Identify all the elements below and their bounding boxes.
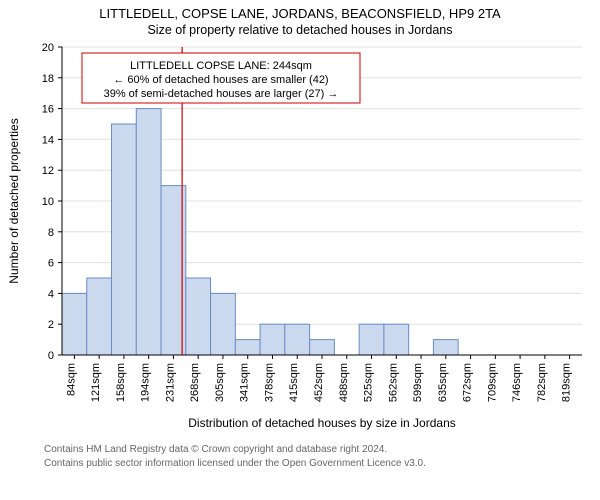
- page-subtitle: Size of property relative to detached ho…: [0, 23, 600, 37]
- y-tick-label: 12: [42, 165, 54, 177]
- x-tick-label: 599sqm: [412, 363, 424, 402]
- y-tick-label: 2: [48, 319, 54, 331]
- x-tick-label: 231sqm: [164, 363, 176, 402]
- x-tick-label: 452sqm: [313, 363, 325, 402]
- y-tick-label: 0: [48, 350, 54, 362]
- y-tick-label: 20: [42, 42, 54, 54]
- y-tick-label: 14: [42, 134, 54, 146]
- callout-line: 39% of semi-detached houses are larger (…: [104, 88, 339, 100]
- histogram-bar: [359, 324, 384, 355]
- histogram-bar: [433, 340, 458, 355]
- y-tick-label: 16: [42, 104, 54, 116]
- x-tick-label: 746sqm: [511, 363, 523, 402]
- x-tick-label: 378sqm: [263, 363, 275, 402]
- histogram-bar: [384, 324, 409, 355]
- histogram-bar: [310, 340, 335, 355]
- page-title: LITTLEDELL, COPSE LANE, JORDANS, BEACONS…: [0, 6, 600, 21]
- x-tick-label: 525sqm: [363, 363, 375, 402]
- x-tick-label: 488sqm: [338, 363, 350, 402]
- y-tick-label: 18: [42, 73, 54, 85]
- histogram-bar: [211, 293, 236, 355]
- x-tick-label: 268sqm: [189, 363, 201, 402]
- x-tick-label: 415sqm: [288, 363, 300, 402]
- x-tick-label: 782sqm: [536, 363, 548, 402]
- x-tick-label: 158sqm: [115, 363, 127, 402]
- x-tick-label: 305sqm: [214, 363, 226, 402]
- histogram-bar: [87, 278, 112, 355]
- histogram-bar: [260, 324, 285, 355]
- x-tick-label: 819sqm: [561, 363, 573, 402]
- histogram-bar: [235, 340, 260, 355]
- x-tick-label: 635sqm: [437, 363, 449, 402]
- y-tick-label: 8: [48, 227, 54, 239]
- x-tick-label: 121sqm: [90, 363, 102, 402]
- histogram-bar: [112, 124, 137, 355]
- y-tick-label: 10: [42, 196, 54, 208]
- footer-line-1: Contains HM Land Registry data © Crown c…: [44, 443, 600, 457]
- callout-line: ← 60% of detached houses are smaller (42…: [113, 74, 328, 86]
- x-tick-label: 341sqm: [239, 363, 251, 402]
- x-tick-label: 194sqm: [140, 363, 152, 402]
- footer-attribution: Contains HM Land Registry data © Crown c…: [0, 437, 600, 470]
- histogram-bar: [62, 293, 87, 355]
- histogram-chart: 0 2 4 6 8 10 12 14 16 18 20 84sqm 121sqm 158sqm 194sqm…: [0, 37, 600, 437]
- x-tick-label: 709sqm: [486, 363, 498, 402]
- y-axis-label: Number of detached properties: [7, 118, 21, 283]
- histogram-bar: [136, 109, 161, 355]
- y-tick-label: 6: [48, 258, 54, 270]
- x-axis-label: Distribution of detached houses by size …: [188, 416, 456, 430]
- chart-svg: 0 2 4 6 8 10 12 14 16 18 20 84sqm 121sqm 158sqm 194sqm…: [0, 37, 600, 437]
- callout-line: LITTLEDELL COPSE LANE: 244sqm: [130, 60, 312, 72]
- x-tick-label: 562sqm: [387, 363, 399, 402]
- histogram-bar: [285, 324, 310, 355]
- histogram-bar: [186, 278, 211, 355]
- x-tick-label: 672sqm: [462, 363, 474, 402]
- footer-line-2: Contains public sector information licen…: [44, 457, 600, 471]
- y-tick-label: 4: [48, 288, 54, 300]
- x-tick-label: 84sqm: [65, 363, 77, 396]
